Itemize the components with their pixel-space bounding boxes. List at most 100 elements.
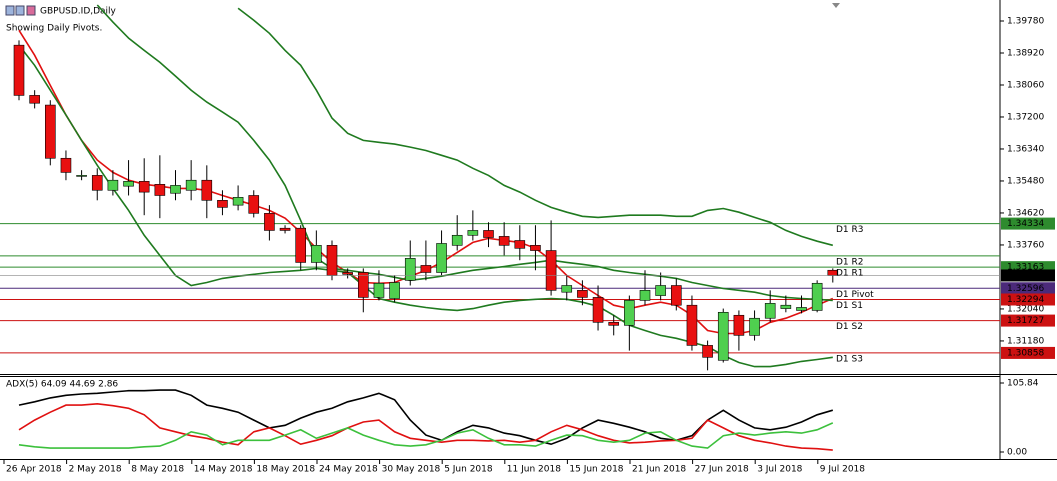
y-tick-label: 1.36340 bbox=[1007, 144, 1044, 154]
candle-body bbox=[201, 179, 213, 201]
price-box-label: 1.32294 bbox=[1007, 295, 1044, 305]
price-box bbox=[1001, 346, 1055, 359]
y-tick-label: 1.39780 bbox=[1007, 16, 1044, 26]
x-tick-label: 5 Jun 2018 bbox=[444, 465, 493, 475]
indicator-line bbox=[237, 7, 834, 247]
candle-body bbox=[357, 272, 369, 298]
candle-body bbox=[138, 181, 150, 193]
x-tick-label: 15 Jun 2018 bbox=[569, 465, 623, 475]
candle-body bbox=[326, 245, 338, 276]
x-tick-label: 11 Jun 2018 bbox=[507, 465, 561, 475]
price-box bbox=[1001, 293, 1055, 306]
chart-subtitle: Showing Daily Pivots. bbox=[6, 24, 102, 34]
candle-body bbox=[670, 285, 682, 306]
indicator-line bbox=[18, 389, 834, 446]
candle-body bbox=[248, 195, 260, 214]
candle-body bbox=[530, 245, 541, 251]
candle-body bbox=[279, 227, 291, 231]
x-tick-label: 30 May 2018 bbox=[382, 465, 441, 475]
scroll-arrow[interactable] bbox=[832, 3, 840, 8]
candle-body bbox=[639, 290, 651, 301]
candle-body bbox=[389, 282, 400, 299]
indicator-title: ADX(5) 64.09 44.69 2.86 bbox=[6, 380, 118, 390]
candle-body bbox=[60, 157, 72, 173]
candle-body bbox=[436, 243, 447, 273]
indicator-line bbox=[18, 402, 833, 451]
y-tick-label: 1.33760 bbox=[1007, 240, 1044, 250]
candle-body bbox=[123, 181, 134, 187]
candle-body bbox=[217, 200, 228, 208]
indicator-line bbox=[96, 4, 833, 302]
y-tick-label: 105.84 bbox=[1007, 378, 1039, 388]
y-tick-label: 1.31180 bbox=[1007, 336, 1044, 346]
x-tick-label: 2 May 2018 bbox=[69, 465, 122, 475]
price-box-label: 1.33163 bbox=[1007, 263, 1044, 273]
candle-body bbox=[561, 285, 573, 293]
candle-body bbox=[749, 317, 760, 336]
x-tick-label: 24 May 2018 bbox=[319, 465, 378, 475]
candle-body bbox=[498, 236, 510, 246]
last-price-box bbox=[1001, 269, 1055, 282]
pivot-label: D1 Pivot bbox=[836, 290, 874, 300]
candle-body bbox=[185, 179, 197, 191]
x-tick-label: 27 Jun 2018 bbox=[695, 465, 749, 475]
x-tick-label: 3 Jul 2018 bbox=[757, 465, 802, 475]
candle-body bbox=[577, 290, 588, 298]
y-tick-label: 0.00 bbox=[1007, 448, 1027, 458]
candle-body bbox=[796, 307, 807, 311]
candle-body bbox=[686, 304, 698, 346]
price-box-label: 1.34334 bbox=[1007, 219, 1044, 229]
candle-body bbox=[717, 311, 729, 361]
price-box-label: 1.30858 bbox=[1007, 348, 1044, 358]
candle-body bbox=[76, 175, 87, 177]
candle-body bbox=[624, 300, 635, 326]
candle-body bbox=[29, 95, 40, 104]
candle-body bbox=[232, 197, 244, 206]
x-tick-label: 8 May 2018 bbox=[131, 465, 184, 475]
last-price-label: 1.32940 bbox=[1007, 271, 1044, 281]
pivot-label: D1 R2 bbox=[836, 257, 864, 267]
chart-title: GBPUSD.ID,Daily bbox=[40, 7, 117, 17]
x-tick-label: 14 May 2018 bbox=[194, 465, 253, 475]
x-tick-label: 18 May 2018 bbox=[256, 465, 315, 475]
y-tick-label: 1.32040 bbox=[1007, 304, 1044, 314]
pivot-label: D1 R3 bbox=[836, 225, 864, 235]
y-tick-label: 1.37200 bbox=[1007, 112, 1044, 122]
candle-body bbox=[655, 285, 666, 296]
y-tick-label: 1.34620 bbox=[1007, 208, 1044, 218]
pivot-label: D1 R1 bbox=[836, 269, 864, 279]
candle-body bbox=[373, 282, 385, 298]
candle-body bbox=[811, 282, 823, 311]
candle-body bbox=[733, 314, 745, 336]
candle-body bbox=[154, 184, 166, 196]
y-tick-label: 1.38060 bbox=[1007, 80, 1044, 90]
price-box-label: 1.31727 bbox=[1007, 316, 1044, 326]
x-tick-label: 26 Apr 2018 bbox=[6, 465, 62, 475]
candle-body bbox=[467, 230, 479, 236]
candle-body bbox=[404, 258, 416, 281]
candle-body bbox=[451, 234, 463, 246]
candle-body bbox=[514, 240, 526, 249]
y-tick-label: 1.38920 bbox=[1007, 48, 1044, 58]
candle-body bbox=[342, 272, 353, 275]
candle-body bbox=[170, 185, 181, 194]
candle-body bbox=[295, 227, 307, 263]
price-box bbox=[1001, 217, 1055, 230]
pivot-label: D1 S3 bbox=[836, 354, 863, 364]
candle-body bbox=[420, 265, 432, 273]
x-tick-label: 21 Jun 2018 bbox=[632, 465, 686, 475]
candle-body bbox=[764, 303, 776, 319]
candle-body bbox=[483, 230, 494, 238]
candle-body bbox=[545, 250, 557, 291]
symbol-icon bbox=[5, 5, 36, 16]
candle-body bbox=[107, 179, 119, 191]
pivot-label: D1 S2 bbox=[836, 322, 863, 332]
price-box bbox=[1001, 282, 1055, 295]
candle-body bbox=[264, 213, 275, 231]
indicator-line bbox=[18, 422, 834, 449]
candle-body bbox=[13, 44, 25, 96]
candle-body bbox=[44, 104, 56, 159]
x-tick-label: 9 Jul 2018 bbox=[820, 465, 865, 475]
